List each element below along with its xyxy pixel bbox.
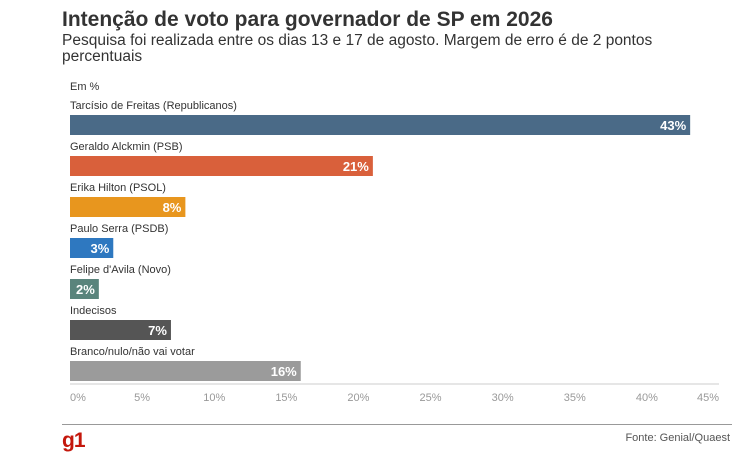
category-label: Erika Hilton (PSOL) xyxy=(70,182,166,194)
bar xyxy=(70,279,99,299)
x-tick-label: 35% xyxy=(564,392,586,404)
data-label: 2% xyxy=(76,282,95,297)
category-label: Branco/nulo/não vai votar xyxy=(70,346,195,358)
x-tick-label: 0% xyxy=(70,392,86,404)
bar xyxy=(70,238,114,258)
x-tick-label: 45% xyxy=(697,392,719,404)
x-tick-label: 40% xyxy=(636,392,658,404)
x-tick-label: 15% xyxy=(275,392,297,404)
x-tick-label: 30% xyxy=(492,392,514,404)
category-label: Felipe d'Avila (Novo) xyxy=(70,264,171,276)
bar xyxy=(70,361,301,381)
data-label: 43% xyxy=(660,118,686,133)
x-tick-label: 5% xyxy=(134,392,150,404)
unit-label: Em % xyxy=(70,81,100,93)
chart-title: Intenção de voto para governador de SP e… xyxy=(62,8,553,31)
data-label: 7% xyxy=(148,323,167,338)
category-label: Geraldo Alckmin (PSB) xyxy=(70,141,182,153)
g1-logo: g1 xyxy=(62,429,85,452)
x-tick-label: 20% xyxy=(347,392,369,404)
x-tick-label: 10% xyxy=(203,392,225,404)
bar xyxy=(70,197,186,217)
source-credit: Fonte: Genial/Quaest xyxy=(625,432,730,444)
bar xyxy=(70,156,373,176)
category-label: Indecisos xyxy=(70,305,117,317)
bar xyxy=(70,115,691,135)
bar xyxy=(70,320,171,340)
data-label: 16% xyxy=(271,364,297,379)
category-label: Paulo Serra (PSDB) xyxy=(70,223,168,235)
data-label: 8% xyxy=(163,200,182,215)
x-tick-label: 25% xyxy=(420,392,442,404)
data-label: 3% xyxy=(90,241,109,256)
data-label: 21% xyxy=(343,159,369,174)
category-label: Tarcísio de Freitas (Republicanos) xyxy=(70,100,237,112)
chart-subtitle: Pesquisa foi realizada entre os dias 13 … xyxy=(62,32,653,65)
footer-divider xyxy=(62,424,732,425)
